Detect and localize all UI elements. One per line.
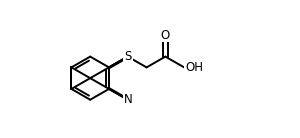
Text: S: S [124,50,131,63]
Text: N: N [123,50,132,63]
Text: OH: OH [185,61,203,74]
Text: N: N [123,93,132,106]
Text: O: O [161,29,170,42]
